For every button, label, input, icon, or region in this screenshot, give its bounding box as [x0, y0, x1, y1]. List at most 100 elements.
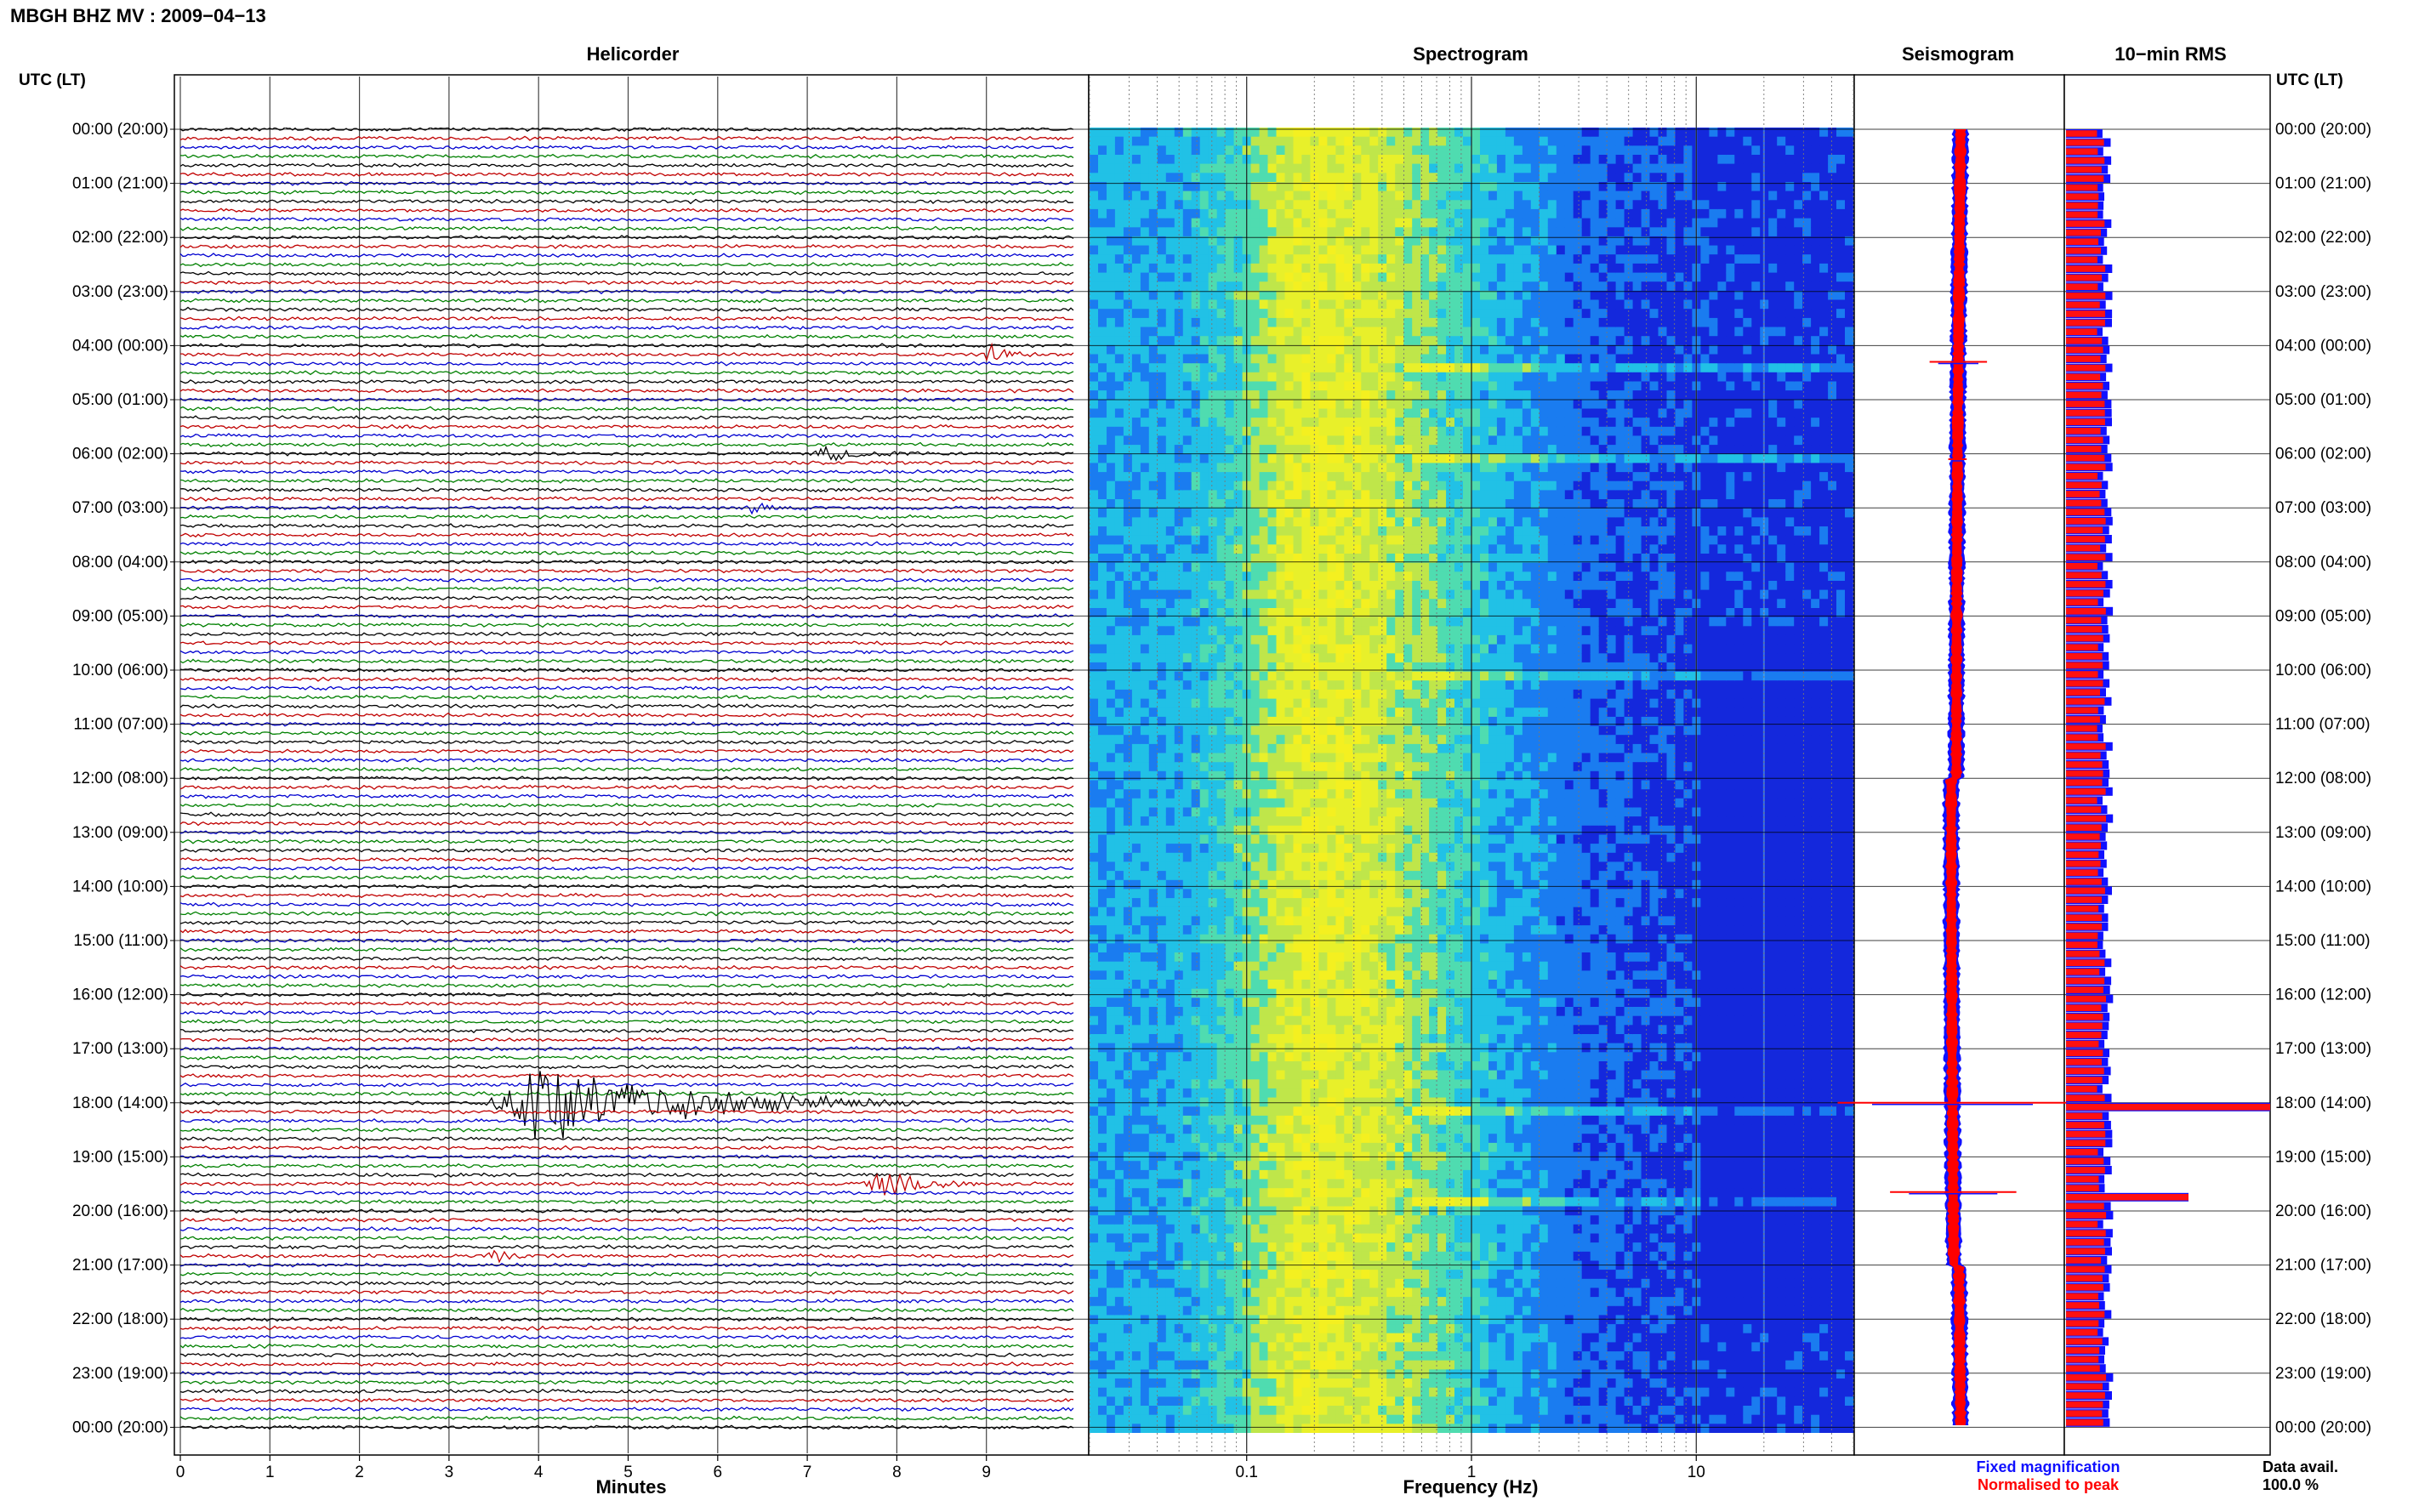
- spectrogram-cell: [1233, 644, 1244, 654]
- spectrogram-cell: [1344, 1169, 1353, 1180]
- spectrogram-cell: [1293, 145, 1303, 156]
- spectrogram-cell: [1182, 680, 1192, 691]
- spectrogram-cell: [1199, 589, 1210, 600]
- spectrogram-cell: [1327, 708, 1336, 718]
- spectrogram-cell: [1318, 1188, 1328, 1198]
- spectrogram-cell: [1216, 453, 1227, 464]
- spectrogram-cell: [1233, 571, 1244, 582]
- spectrogram-cell: [1378, 834, 1387, 844]
- spectrogram-cell: [1378, 879, 1387, 890]
- spectrogram-cell: [1361, 363, 1370, 373]
- spectrogram-cell: [1310, 644, 1319, 654]
- spectrogram-cell: [1267, 1179, 1278, 1189]
- spectrogram-cell: [1259, 871, 1269, 881]
- spectrogram-cell: [1259, 762, 1269, 772]
- spectrogram-cell: [1352, 1197, 1362, 1208]
- spectrogram-cell: [1335, 227, 1345, 237]
- spectrogram-cell: [1369, 1305, 1379, 1316]
- spectrogram-cell: [1148, 1424, 1158, 1433]
- spectrogram-cell: [1361, 1251, 1370, 1262]
- spectrogram-cell: [1344, 1233, 1353, 1243]
- spectrogram-cell: [1310, 354, 1319, 364]
- spectrogram-cell: [1369, 907, 1379, 917]
- spectrogram-cell: [1140, 980, 1150, 990]
- spectrogram-cell: [1157, 263, 1167, 274]
- spectrogram-cell: [1284, 789, 1295, 799]
- spectrogram-cell: [1140, 445, 1150, 455]
- spectrogram-cell: [1276, 327, 1286, 337]
- spectrogram-cell: [1165, 608, 1175, 618]
- spectrogram-cell: [1361, 453, 1370, 464]
- spectrogram-cell: [1344, 445, 1353, 455]
- spectrogram-cell: [1140, 163, 1150, 173]
- spectrogram-cell: [1301, 1297, 1311, 1307]
- spectrogram-cell: [1318, 1387, 1328, 1397]
- spectrogram-cell: [1361, 1070, 1370, 1080]
- spectrogram-cell: [1369, 408, 1379, 418]
- spectrogram-cell: [1225, 445, 1235, 455]
- spectrogram-cell: [1208, 1369, 1218, 1379]
- spectrogram-cell: [1216, 128, 1227, 138]
- spectrogram-cell: [1327, 1414, 1336, 1424]
- spectrogram-cell: [1182, 363, 1192, 373]
- spectrogram-cell: [1148, 299, 1158, 310]
- spectrogram-cell: [1335, 453, 1345, 464]
- spectrogram-cell: [1165, 988, 1175, 998]
- spectrogram-cell: [1310, 871, 1319, 881]
- spectrogram-cell: [1090, 1124, 1099, 1134]
- spectrogram-cell: [1284, 354, 1295, 364]
- spectrogram-cell: [1199, 381, 1210, 391]
- spectrogram-cell: [1157, 363, 1167, 373]
- spectrogram-cell: [1182, 1179, 1192, 1189]
- spectrogram-cell: [1267, 272, 1278, 282]
- spectrogram-cell: [1191, 698, 1201, 708]
- spectrogram-cell: [1378, 581, 1387, 591]
- spectrogram-cell: [1216, 435, 1227, 446]
- spectrogram-cell: [1250, 1179, 1261, 1189]
- spectrogram-cell: [1131, 363, 1141, 373]
- spectrogram-cell: [1310, 844, 1319, 854]
- spectrogram-cell: [1327, 1297, 1336, 1307]
- spectrogram-cell: [1344, 254, 1353, 264]
- spectrogram-cell: [1131, 961, 1141, 971]
- spectrogram-cell: [1216, 1188, 1227, 1198]
- spectrogram-cell: [1344, 1134, 1353, 1144]
- spectrogram-cell: [1107, 1052, 1116, 1062]
- spectrogram-cell: [1182, 689, 1192, 700]
- spectrogram-cell: [1148, 1224, 1158, 1235]
- spectrogram-cell: [1310, 907, 1319, 917]
- spectrogram-cell: [1107, 844, 1116, 854]
- spectrogram-cell: [1107, 208, 1116, 219]
- spectrogram-cell: [1233, 1052, 1244, 1062]
- spectrogram-cell: [1199, 599, 1210, 609]
- spectrogram-cell: [1361, 798, 1370, 809]
- spectrogram-cell: [1276, 344, 1286, 355]
- spectrogram-cell: [1276, 889, 1286, 899]
- spectrogram-cell: [1174, 490, 1184, 500]
- spectrogram-cell: [1284, 435, 1295, 446]
- spectrogram-cell: [1259, 680, 1269, 691]
- spectrogram-cell: [1191, 1406, 1201, 1416]
- spectrogram-cell: [1318, 770, 1328, 782]
- spectrogram-cell: [1131, 1360, 1141, 1370]
- spectrogram-cell: [1284, 463, 1295, 473]
- spectrogram-cell: [1199, 535, 1210, 545]
- spectrogram-cell: [1233, 163, 1244, 173]
- spectrogram-cell: [1369, 952, 1379, 963]
- spectrogram-cell: [1301, 173, 1311, 183]
- spectrogram-cell: [1182, 1015, 1192, 1026]
- spectrogram-cell: [1378, 399, 1387, 410]
- spectrogram-cell: [1191, 662, 1201, 673]
- spectrogram-cell: [1157, 571, 1167, 582]
- spectrogram-cell: [1318, 634, 1328, 645]
- spectrogram-cell: [1352, 599, 1362, 609]
- spectrogram-cell: [1182, 626, 1192, 636]
- spectrogram-cell: [1293, 327, 1303, 337]
- spectrogram-cell: [1199, 399, 1210, 410]
- spectrogram-cell: [1199, 581, 1210, 591]
- spectrogram-cell: [1284, 889, 1295, 899]
- spectrogram-cell: [1140, 554, 1150, 564]
- spectrogram-cell: [1148, 871, 1158, 881]
- spectrogram-cell: [1148, 390, 1158, 401]
- spectrogram-cell: [1233, 889, 1244, 899]
